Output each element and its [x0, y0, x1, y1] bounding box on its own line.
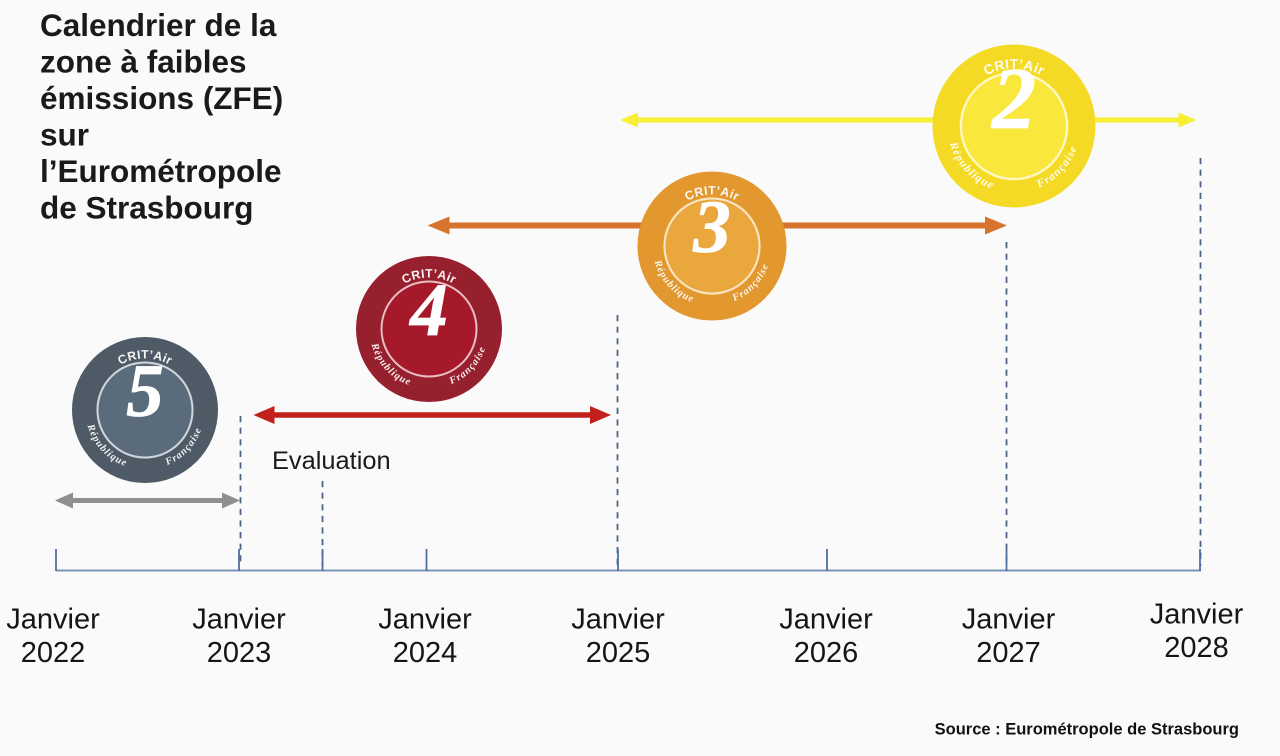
svg-text:Calendrier de la: Calendrier de la — [40, 7, 277, 43]
svg-text:Janvier: Janvier — [571, 604, 665, 636]
svg-text:Evaluation: Evaluation — [272, 447, 391, 475]
svg-text:2028: 2028 — [1164, 632, 1229, 664]
svg-text:CRIT’Air: CRIT’Air — [116, 347, 175, 367]
svg-text:Janvier: Janvier — [779, 604, 873, 636]
svg-text:2023: 2023 — [207, 637, 272, 669]
svg-text:zone à faibles: zone à faibles — [40, 44, 247, 80]
svg-text:sur: sur — [40, 117, 89, 153]
svg-text:Janvier: Janvier — [6, 604, 100, 636]
svg-text:l’Eurométropole: l’Eurométropole — [40, 153, 282, 189]
svg-text:Janvier: Janvier — [1150, 599, 1244, 631]
svg-text:Janvier: Janvier — [192, 604, 286, 636]
svg-text:5: 5 — [126, 350, 164, 433]
svg-text:CRIT’Air: CRIT’Air — [981, 56, 1047, 78]
svg-text:2: 2 — [990, 51, 1036, 148]
svg-text:2027: 2027 — [976, 637, 1041, 669]
svg-text:3: 3 — [692, 186, 731, 269]
svg-text:CRIT’Air: CRIT’Air — [400, 266, 459, 286]
svg-text:de Strasbourg: de Strasbourg — [40, 190, 254, 226]
svg-text:2022: 2022 — [21, 637, 86, 669]
svg-text:2024: 2024 — [393, 637, 458, 669]
svg-text:2026: 2026 — [794, 637, 859, 669]
svg-text:Janvier: Janvier — [962, 604, 1056, 636]
svg-text:2025: 2025 — [586, 637, 651, 669]
svg-text:Source : Eurométropole de Stra: Source : Eurométropole de Strasbourg — [935, 721, 1239, 739]
svg-text:CRIT’Air: CRIT’Air — [683, 183, 742, 203]
svg-text:4: 4 — [408, 269, 448, 352]
svg-text:émissions (ZFE): émissions (ZFE) — [40, 80, 283, 116]
svg-text:Janvier: Janvier — [378, 604, 472, 636]
